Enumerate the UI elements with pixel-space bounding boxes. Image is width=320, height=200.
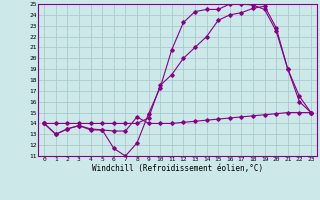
X-axis label: Windchill (Refroidissement éolien,°C): Windchill (Refroidissement éolien,°C) <box>92 164 263 173</box>
